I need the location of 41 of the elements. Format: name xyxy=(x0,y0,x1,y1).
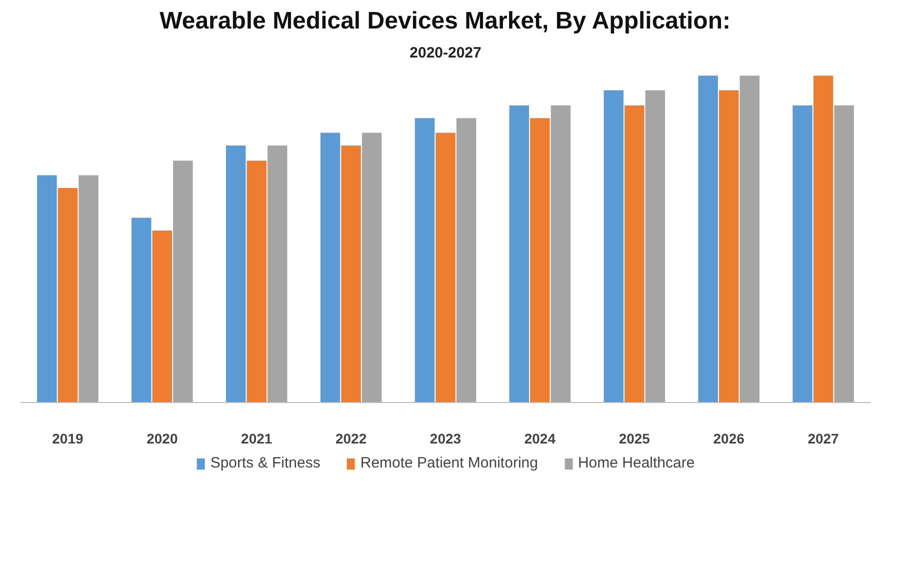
bar xyxy=(58,188,78,402)
bar xyxy=(226,146,246,402)
x-tick-label: 2021 xyxy=(241,430,272,446)
bar xyxy=(414,118,435,402)
bar xyxy=(813,76,834,402)
chart-subtitle: 2020-2027 xyxy=(410,44,482,62)
x-tick-label: 2025 xyxy=(618,430,650,446)
bar xyxy=(740,76,760,402)
x-tick-label: 2019 xyxy=(52,430,84,446)
bar xyxy=(624,105,644,402)
bar xyxy=(320,132,340,402)
bar xyxy=(698,76,718,402)
bar xyxy=(530,118,550,402)
x-tick-label: 2027 xyxy=(808,430,840,446)
bar xyxy=(718,90,739,402)
legend-label: Sports & Fitness xyxy=(210,454,320,472)
x-tick-label: 2023 xyxy=(430,430,462,446)
bar xyxy=(132,218,152,402)
bar xyxy=(456,118,476,402)
legend-label: Home Healthcare xyxy=(578,454,695,472)
bar xyxy=(152,230,172,402)
x-tick-label: 2024 xyxy=(524,430,556,446)
bar xyxy=(436,132,456,402)
x-tick-label: 2026 xyxy=(713,430,745,446)
bar xyxy=(341,146,361,402)
bar xyxy=(362,132,382,402)
bar xyxy=(268,146,288,402)
bar xyxy=(550,105,571,402)
bar xyxy=(604,90,624,402)
bar xyxy=(246,160,266,402)
bar xyxy=(509,105,530,402)
bar xyxy=(792,105,812,402)
x-tick-label: 2022 xyxy=(335,430,367,446)
chart-title: Wearable Medical Devices Market, By Application: xyxy=(160,8,730,34)
x-tick-label: 2020 xyxy=(146,430,178,446)
bar xyxy=(645,90,666,402)
bar xyxy=(173,160,193,402)
legend-label: Remote Patient Monitoring xyxy=(360,454,538,472)
bar xyxy=(37,175,57,402)
bar xyxy=(78,175,98,402)
bar xyxy=(834,105,854,402)
